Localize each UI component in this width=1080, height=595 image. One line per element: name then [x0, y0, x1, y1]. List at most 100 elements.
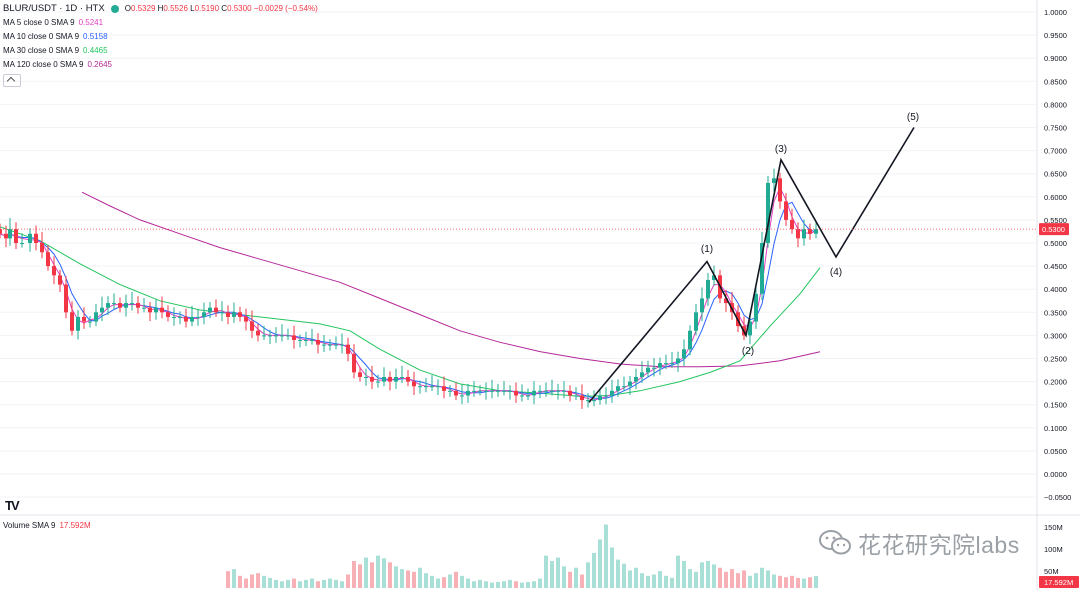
- volume-bar: [640, 573, 644, 588]
- candle-body: [412, 381, 416, 387]
- volume-bar: [652, 574, 656, 588]
- volume-bar: [394, 566, 398, 588]
- volume-axis[interactable]: 150M 100M 50M 17.592M: [1039, 523, 1079, 588]
- indicator-value: 0.5158: [83, 32, 108, 41]
- candle-body: [706, 279, 710, 299]
- volume-bar: [340, 581, 344, 588]
- candle-body: [370, 376, 374, 382]
- candle-body: [112, 303, 116, 305]
- candle-body: [526, 395, 530, 397]
- candle-body: [160, 307, 164, 313]
- volume-bar: [676, 555, 680, 588]
- volume-bar: [478, 579, 482, 588]
- volume-bar: [262, 575, 266, 588]
- volume-bar: [268, 577, 272, 588]
- price-axis[interactable]: 1.0000 0.9500 0.9000 0.8500 0.8000 0.7500 0.70…: [1044, 8, 1071, 502]
- ma120-line: [81, 191, 821, 368]
- candle-body: [238, 312, 242, 317]
- volume-bar: [556, 557, 560, 588]
- indicator-ma10[interactable]: MA 10 close 0 SMA 9 0.5158: [3, 30, 318, 44]
- candle-body: [454, 390, 458, 396]
- volume-bar: [724, 571, 728, 588]
- candle-body: [490, 390, 494, 392]
- candle-body: [430, 386, 434, 388]
- wave-label: (2): [742, 346, 754, 357]
- candle-body: [568, 390, 572, 396]
- candle-body: [688, 330, 692, 350]
- candle-body: [646, 367, 650, 373]
- price-tick-label: 0.7500: [1044, 124, 1067, 133]
- volume-bar: [706, 561, 710, 588]
- candle-body: [70, 312, 74, 331]
- volume-bar: [580, 574, 584, 588]
- wave-label: (3): [775, 144, 787, 155]
- wave-label: (4): [830, 267, 842, 278]
- price-tick-label: 0.1000: [1044, 424, 1067, 433]
- candle-body: [610, 390, 614, 396]
- volume-bar: [328, 578, 332, 588]
- volume-legend[interactable]: Volume SMA 9 17.592M: [3, 521, 91, 530]
- candle-body: [724, 298, 728, 304]
- indicator-ma120[interactable]: MA 120 close 0 SMA 9 0.2645: [3, 58, 318, 72]
- volume-bar: [532, 581, 536, 588]
- candle-body: [442, 386, 446, 391]
- candle-body: [448, 390, 452, 392]
- volume-bar: [568, 571, 572, 588]
- volume-bar: [238, 575, 242, 588]
- volume-bar: [604, 524, 608, 588]
- volume-bar: [364, 557, 368, 588]
- volume-bar: [514, 581, 518, 588]
- candle-body: [682, 349, 686, 359]
- price-tick-label: 0.2500: [1044, 355, 1067, 364]
- tradingview-logo-icon[interactable]: TV: [5, 498, 20, 513]
- candle-body: [352, 353, 356, 373]
- candle-body: [346, 344, 350, 354]
- volume-bar: [730, 569, 734, 588]
- candle-body: [784, 201, 788, 220]
- candle-body: [652, 367, 656, 369]
- candle-body: [292, 335, 296, 341]
- candle-body: [580, 395, 584, 401]
- price-tick-label: 0.0000: [1044, 470, 1067, 479]
- candle-body: [586, 400, 590, 402]
- volume-bar: [550, 561, 554, 588]
- candle-body: [100, 307, 104, 313]
- symbol-title[interactable]: BLUR/USDT · 1D · HTX: [3, 3, 105, 14]
- elliott-wave-drawing[interactable]: (1) (2) (3) (4) (5): [588, 112, 919, 403]
- volume-bar: [286, 579, 290, 588]
- candle-body: [484, 390, 488, 392]
- candle-body: [46, 252, 50, 267]
- watermark: 花花研究院labs: [818, 526, 1020, 560]
- indicator-ma5[interactable]: MA 5 close 0 SMA 9 0.5241: [3, 16, 318, 30]
- candle-body: [814, 229, 818, 234]
- volume-bar: [424, 573, 428, 588]
- candle-body: [334, 344, 338, 346]
- volume-bar: [760, 567, 764, 588]
- volume-bar: [616, 559, 620, 588]
- volume-bar: [292, 578, 296, 588]
- close-value: 0.5300: [227, 4, 252, 13]
- price-tick-label: 0.3500: [1044, 308, 1067, 317]
- volume-bar: [502, 581, 506, 588]
- candle-body: [496, 390, 500, 392]
- candle-body: [394, 376, 398, 382]
- price-tick-label: 0.9500: [1044, 31, 1067, 40]
- indicator-ma30[interactable]: MA 30 close 0 SMA 9 0.4465: [3, 44, 318, 58]
- candle-body: [628, 381, 632, 387]
- volume-bar: [562, 566, 566, 588]
- candle-body: [514, 390, 518, 396]
- volume-bar: [316, 581, 320, 588]
- candle-body: [676, 358, 680, 364]
- candle-body: [28, 233, 32, 243]
- candle-body: [574, 395, 578, 397]
- candle-body: [0, 229, 2, 234]
- volume-bar: [748, 575, 752, 588]
- volume-bar: [460, 575, 464, 588]
- collapse-legend-button[interactable]: [3, 74, 21, 87]
- candle-body: [118, 303, 122, 308]
- indicator-value: 0.4465: [83, 46, 108, 55]
- candle-body: [382, 376, 386, 382]
- candle-body: [154, 307, 158, 313]
